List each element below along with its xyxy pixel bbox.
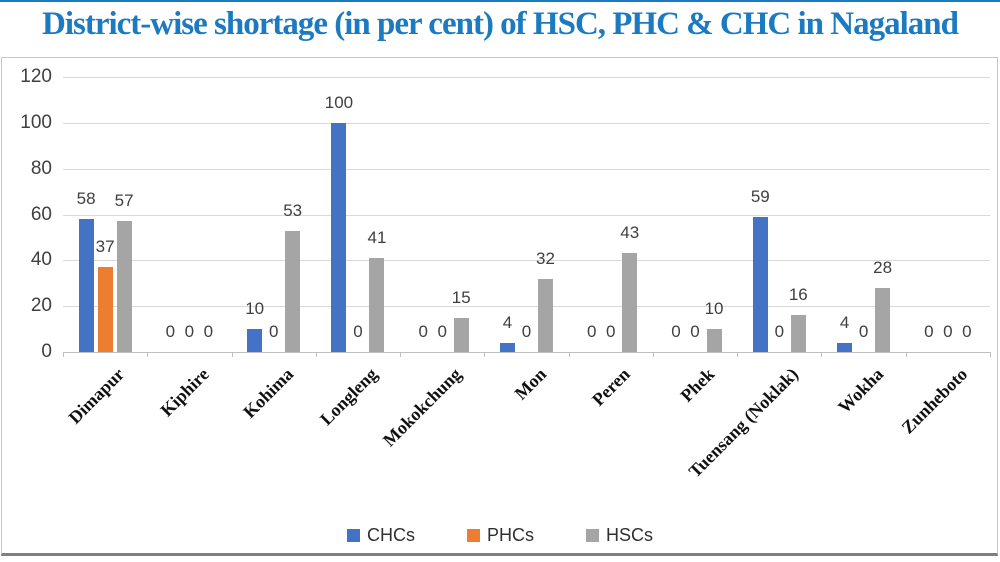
legend-item-phcs: PHCs (466, 524, 534, 546)
chart-frame (1, 57, 998, 556)
legend-item-hscs: HSCs (586, 525, 653, 546)
top-accent-bar (0, 0, 1000, 2)
legend-item-chcs: CHCs (346, 524, 415, 546)
legend-label: HSCs (606, 524, 654, 545)
legend-label: CHCs (366, 524, 415, 545)
legend-swatch-icon (466, 528, 480, 542)
legend-label: PHCs (486, 524, 534, 545)
legend-swatch-icon (346, 528, 360, 542)
legend-swatch-icon (586, 528, 599, 542)
chart-title: District-wise shortage (in per cent) of … (42, 6, 959, 42)
chart-legend: CHCs PHCs HSCs (0, 522, 1000, 548)
